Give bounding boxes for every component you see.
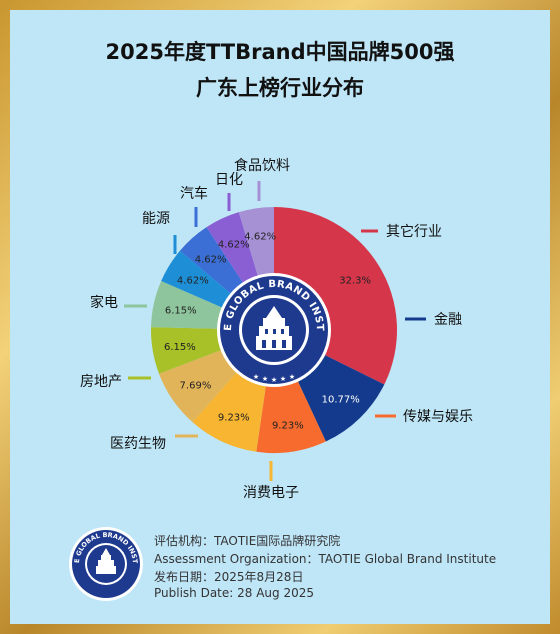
- value-label-0: 32.3%: [339, 276, 371, 287]
- category-label-9: 日化: [215, 172, 243, 188]
- category-label-6: 家电: [90, 294, 118, 311]
- value-label-9: 4.62%: [218, 239, 250, 250]
- footer-logo: TAOTIE GLOBAL BRAND INSTITUTE: [68, 526, 143, 601]
- building-icon: [256, 306, 292, 350]
- footer-date-en: Publish Date: 28 Aug 2025: [154, 586, 314, 600]
- title-line-2: 广东上榜行业分布: [196, 76, 364, 100]
- category-label-10: 食品饮料: [234, 157, 290, 174]
- stars-icon: ★ ★ ★ ★ ★: [253, 373, 295, 384]
- value-label-4: 7.69%: [180, 380, 212, 391]
- slice-10: [238, 207, 274, 277]
- slice-0: [274, 207, 397, 385]
- slice-5: [151, 327, 222, 374]
- category-label-7: 能源: [142, 211, 170, 227]
- footer-org-cn: 评估机构：TAOTIE国际品牌研究院: [154, 534, 341, 548]
- category-label-3: 消费电子: [243, 485, 299, 501]
- slice-4: [159, 349, 237, 423]
- title-line-1: 2025年度TTBrand中国品牌500强: [105, 40, 455, 64]
- value-label-6: 6.15%: [165, 305, 197, 316]
- category-label-5: 房地产: [80, 374, 122, 390]
- category-label-2: 传媒与娱乐: [403, 409, 473, 425]
- category-label-8: 汽车: [180, 185, 208, 202]
- value-label-3: 9.23%: [218, 413, 250, 424]
- slice-2: [256, 380, 326, 453]
- value-label-2: 9.23%: [272, 420, 304, 431]
- slice-3: [192, 371, 266, 452]
- svg-text:★: ★: [253, 373, 259, 381]
- value-label-10: 4.62%: [244, 232, 276, 243]
- slice-7: [161, 250, 232, 308]
- value-label-8: 4.62%: [195, 255, 227, 266]
- slice-8: [179, 227, 244, 294]
- category-label-0: 其它行业: [386, 223, 442, 240]
- svg-text:★: ★: [289, 373, 295, 381]
- category-label-1: 金融: [434, 312, 462, 328]
- svg-text:★: ★: [271, 376, 277, 384]
- category-label-4: 医药生物: [110, 436, 166, 452]
- value-label-5: 6.15%: [164, 342, 196, 353]
- value-label-7: 4.62%: [177, 276, 209, 287]
- slice-1: [297, 354, 385, 442]
- slice-9: [206, 212, 258, 284]
- svg-text:★: ★: [262, 375, 268, 383]
- value-label-1: 10.77%: [322, 394, 360, 405]
- footer-org-en: Assessment Organization：TAOTIE Global Br…: [154, 552, 497, 566]
- footer-date-cn: 发布日期：2025年8月28日: [154, 570, 304, 584]
- svg-text:★: ★: [280, 375, 286, 383]
- slice-6: [151, 281, 223, 329]
